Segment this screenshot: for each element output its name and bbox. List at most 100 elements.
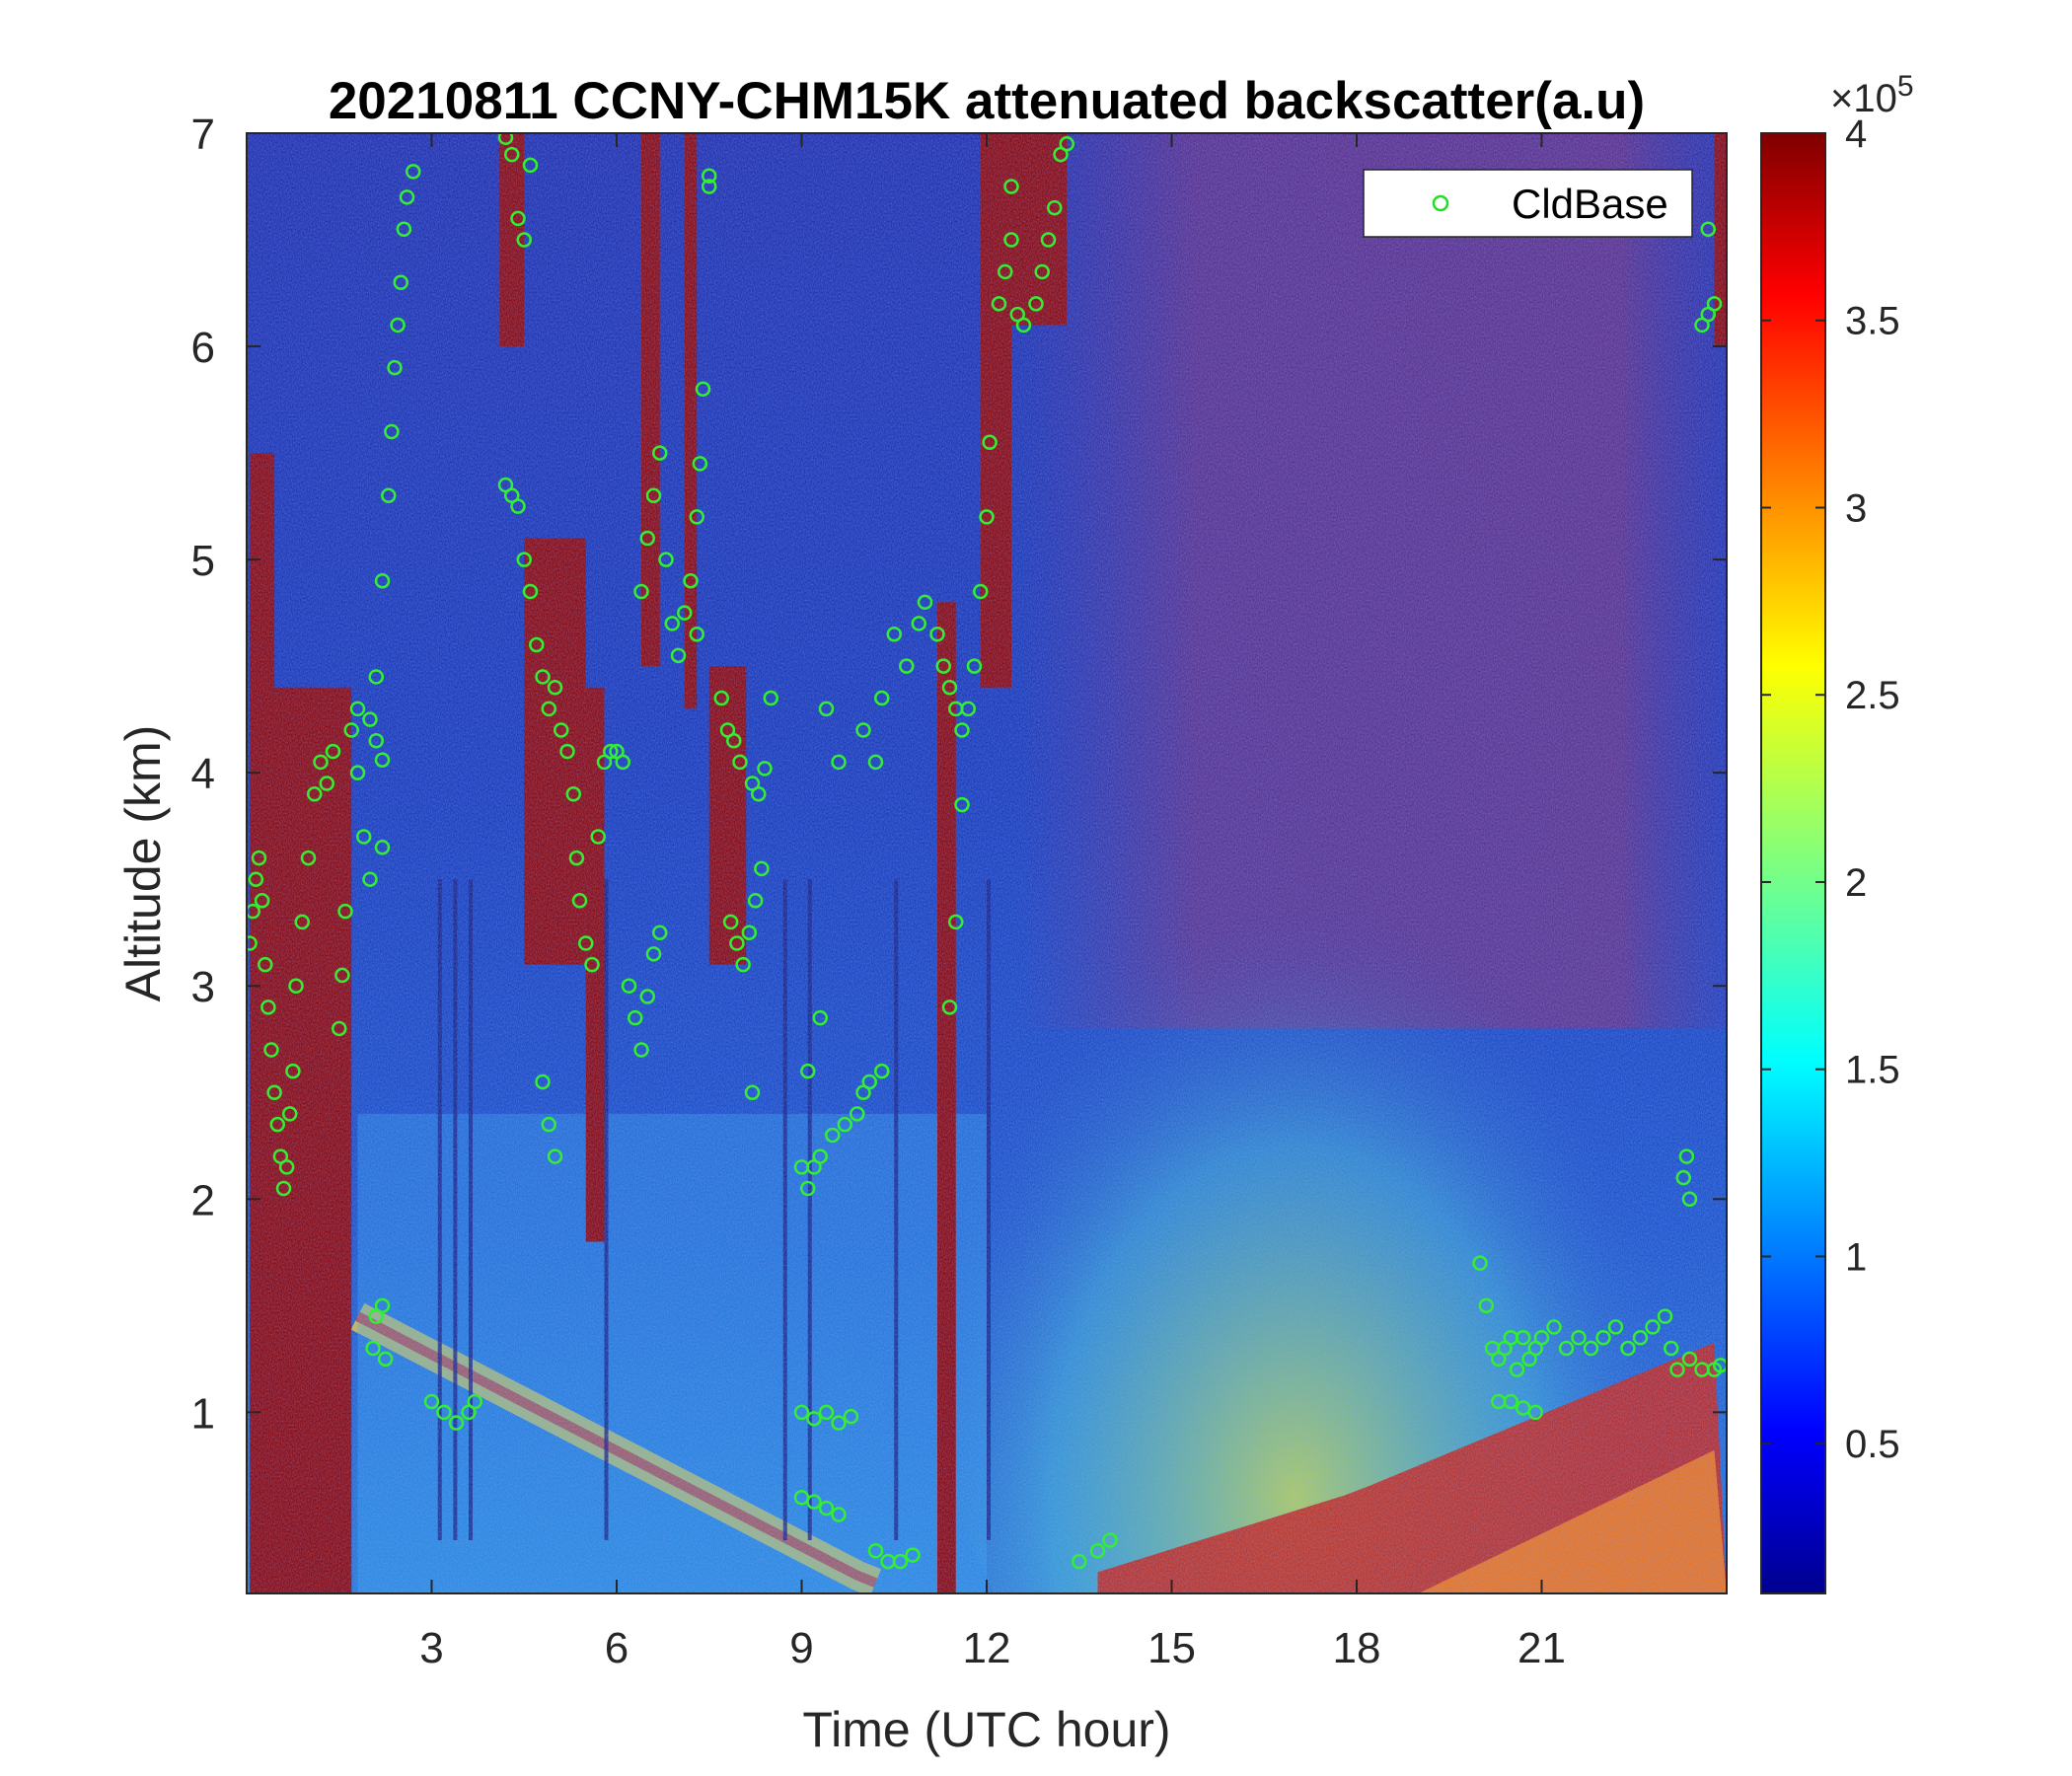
y-tick-label: 3 — [191, 963, 215, 1011]
cldbase-point — [247, 903, 260, 920]
colorbar-exponent: ×105 — [1830, 70, 1914, 120]
cldbase-point — [263, 1042, 279, 1058]
cldbase-point — [837, 1116, 852, 1133]
cldbase-point — [254, 893, 270, 909]
cldbase-point — [843, 1408, 859, 1425]
cldbase-point — [547, 1148, 563, 1164]
cldbase-point — [1669, 1362, 1685, 1377]
cldbase-point — [855, 722, 871, 738]
cldbase-point — [584, 956, 600, 973]
y-tick-label: 2 — [191, 1176, 215, 1224]
cldbase-point — [917, 594, 933, 611]
cldbase-point — [332, 1020, 347, 1037]
cldbase-point — [381, 487, 397, 504]
legend: CldBase — [1363, 169, 1693, 238]
cldbase-point — [1583, 1340, 1599, 1357]
cldbase-point — [645, 487, 662, 504]
cldbase-point — [726, 733, 742, 749]
cldbase-point — [960, 701, 976, 717]
cloud-base-series — [247, 133, 1727, 1570]
cldbase-point — [886, 626, 902, 642]
cldbase-point — [929, 626, 945, 642]
cldbase-point — [729, 935, 745, 951]
cldbase-point — [393, 274, 408, 290]
cldbase-point — [757, 761, 773, 777]
cldbase-point — [1681, 1191, 1698, 1208]
cldbase-point — [935, 658, 951, 674]
y-tick-label: 4 — [191, 750, 215, 798]
cldbase-point — [735, 956, 751, 973]
cldbase-point — [1607, 1319, 1624, 1335]
cldbase-point — [1503, 1393, 1518, 1410]
cldbase-point — [645, 946, 662, 962]
cldbase-point — [1664, 1340, 1679, 1357]
cldbase-point — [374, 840, 391, 855]
cldbase-point — [325, 743, 341, 760]
cldbase-point — [510, 210, 526, 227]
cldbase-point — [1681, 1351, 1698, 1368]
cldbase-point — [247, 935, 258, 951]
cldbase-point — [258, 956, 273, 973]
cldbase-point — [1040, 232, 1057, 248]
cldbase-point — [982, 434, 998, 451]
cldbase-point — [1015, 317, 1032, 333]
cldbase-point — [1571, 1329, 1587, 1346]
cldbase-point — [899, 658, 915, 674]
cldbase-point — [818, 1500, 835, 1517]
colorbar-tick-label: 0.5 — [1845, 1423, 1900, 1466]
x-tick-label: 21 — [1517, 1624, 1566, 1672]
colorbar-tick-label: 1 — [1845, 1235, 1867, 1279]
cldbase-point — [547, 680, 563, 696]
cldbase-point — [966, 658, 983, 674]
cldbase-point — [522, 157, 539, 174]
cldbase-point — [1034, 263, 1050, 280]
cldbase-point — [349, 701, 366, 717]
cldbase-point — [516, 552, 532, 567]
cldbase-point — [621, 978, 637, 994]
cldbase-point — [535, 669, 551, 685]
cldbase-point — [831, 1415, 847, 1431]
cldbase-point — [423, 1393, 440, 1410]
cldbase-point — [1516, 1329, 1531, 1346]
x-tick-label: 18 — [1333, 1624, 1381, 1672]
cldbase-point — [535, 1073, 551, 1090]
x-tick-label: 9 — [789, 1624, 813, 1672]
cldbase-point — [436, 1404, 452, 1421]
cldbase-point — [368, 733, 384, 749]
cldbase-point — [343, 722, 359, 738]
cldbase-point — [892, 1553, 909, 1570]
cldbase-point — [818, 701, 835, 717]
cldbase-point — [510, 498, 526, 514]
cldbase-point — [578, 935, 594, 951]
cldbase-point — [948, 914, 964, 930]
cldbase-point — [800, 1180, 816, 1197]
cldbase-point — [1089, 1543, 1106, 1559]
colorbar-tick-label: 2.5 — [1845, 674, 1900, 717]
cldbase-point — [568, 850, 585, 866]
cldbase-point — [1706, 296, 1723, 312]
cldbase-point — [497, 133, 514, 146]
colorbar-ticks: 0.5 1 1.5 2 2.5 3 3.5 4 — [1761, 112, 1900, 1466]
cldbase-point — [571, 893, 588, 909]
colorbar: 0.5 1 1.5 2 2.5 3 3.5 4 ×105 — [1760, 70, 1914, 1594]
cldbase-point — [1047, 199, 1063, 216]
cldbase-point — [275, 1180, 292, 1197]
cldbase-point — [251, 850, 267, 866]
cldbase-point — [812, 1148, 828, 1164]
cldbase-point — [390, 317, 406, 333]
cldbase-point — [658, 552, 674, 567]
cldbase-point — [800, 1063, 816, 1079]
cldbase-point — [991, 296, 1007, 312]
cldbase-point — [615, 754, 630, 771]
cldbase-point — [307, 786, 323, 802]
chart-title: 20210811 CCNY-CHM15K attenuated backscat… — [329, 72, 1645, 130]
cldbase-point — [998, 263, 1013, 280]
y-tick-label: 1 — [191, 1389, 215, 1438]
cldbase-point — [1595, 1329, 1611, 1346]
cldbase-point — [313, 754, 329, 771]
cldbase-point — [954, 722, 970, 738]
colorbar-gradient — [1760, 132, 1826, 1594]
cldbase-point — [384, 423, 400, 440]
cldbase-point — [905, 1547, 921, 1563]
cldbase-point — [1700, 221, 1716, 237]
